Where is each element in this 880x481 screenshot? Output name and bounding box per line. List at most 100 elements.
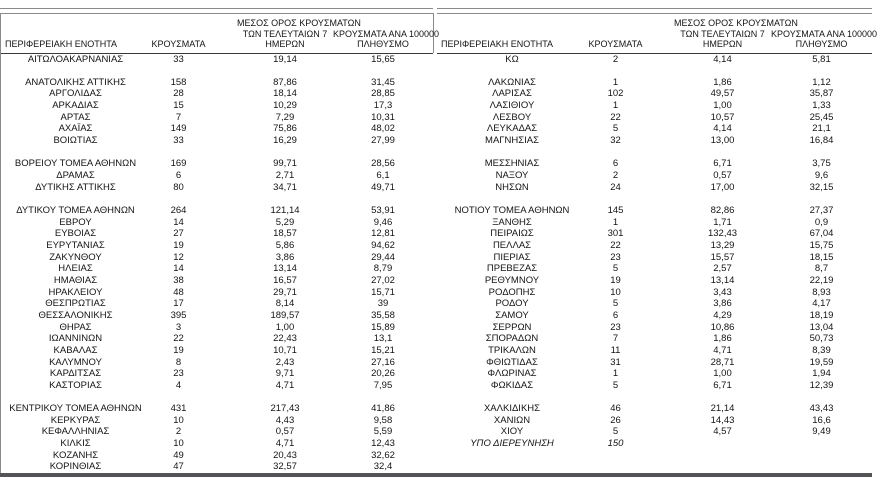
table-row: ΕΒΡΟΥ 14 5,29 9,46 bbox=[1, 217, 433, 229]
table-header-row: ΠΕΡΙΦΕΡΕΙΑΚΗ ΕΝΟΤΗΤΑ ΚΡΟΥΣΜΑΤΑ ΜΕΣΟΣ ΟΡΟ… bbox=[437, 8, 877, 54]
avg7-cell: 49,57 bbox=[710, 88, 735, 100]
table-row bbox=[437, 65, 872, 77]
per100k-cell bbox=[333, 65, 433, 77]
cases-cell: 32 bbox=[610, 135, 621, 147]
cases-cell: 150 bbox=[607, 438, 624, 450]
cases-cell: 1 bbox=[612, 216, 619, 228]
region-cell: ΞΑΝΘΗΣ bbox=[492, 216, 532, 228]
cases-cell: 31 bbox=[610, 356, 621, 368]
avg7-cell: 4,71 bbox=[713, 344, 732, 356]
region-cell: ΚΑΒΑΛΑΣ bbox=[53, 344, 98, 356]
avg7-cell: 4,14 bbox=[713, 53, 732, 65]
table-row: ΧΙΟΥ 5 4,57 9,49 bbox=[437, 426, 872, 438]
cases-cell bbox=[150, 65, 207, 77]
avg7-cell: 217,43 bbox=[270, 403, 300, 415]
region-cell: ΑΝΑΤΟΛΙΚΗΣ ΑΤΤΙΚΗΣ bbox=[25, 76, 126, 88]
avg7-cell: 34,71 bbox=[273, 181, 297, 193]
avg7-cell bbox=[644, 193, 771, 205]
table-row bbox=[437, 461, 872, 473]
table-row: ΘΗΡΑΣ 3 1,00 15,89 bbox=[1, 322, 433, 334]
per100k-cell bbox=[771, 450, 872, 462]
region-cell bbox=[437, 193, 587, 205]
avg7-cell: 3,86 bbox=[713, 298, 732, 310]
avg7-cell: 1,86 bbox=[713, 76, 732, 88]
table-row: ΑΡΤΑΣ 7 7,29 10,31 bbox=[1, 112, 433, 124]
avg7-cell: 132,43 bbox=[707, 228, 738, 240]
table-row: ΒΟΙΩΤΙΑΣ 33 16,29 27,99 bbox=[1, 135, 433, 147]
table-row: ΥΠΟ ΔΙΕΡΕΥΝΗΣΗ 150 bbox=[437, 438, 872, 450]
cases-cell: 102 bbox=[607, 88, 624, 100]
avg7-cell: 14,43 bbox=[710, 414, 735, 426]
region-cell: ΑΡΤΑΣ bbox=[60, 111, 91, 123]
per100k-cell: 32,4 bbox=[373, 461, 393, 473]
table-row: ΔΥΤΙΚΗΣ ΑΤΤΙΚΗΣ 80 34,71 49,71 bbox=[1, 182, 433, 194]
cases-cell: 2 bbox=[612, 170, 619, 182]
per100k-cell: 94,62 bbox=[371, 239, 395, 251]
region-cell: ΑΙΤΩΛΟΑΚΑΡΝΑΝΙΑΣ bbox=[27, 53, 124, 65]
table-row: ΚΕΝΤΡΙΚΟΥ ΤΟΜΕΑ ΑΘΗΝΩΝ 431 217,43 41,86 bbox=[1, 403, 433, 415]
avg7-cell: 13,14 bbox=[710, 274, 735, 286]
region-cell: ΛΑΣΙΘΙΟΥ bbox=[489, 100, 535, 112]
avg7-cell: 99,71 bbox=[273, 158, 297, 170]
bottom-rule bbox=[0, 473, 872, 477]
avg7-cell: 4,14 bbox=[713, 123, 732, 135]
per100k-cell: 32,15 bbox=[809, 181, 834, 193]
table-row: ΣΠΟΡΑΔΩΝ 7 1,86 50,73 bbox=[437, 333, 872, 345]
per100k-cell: 9,46 bbox=[373, 216, 393, 228]
avg7-cell: 16,29 bbox=[273, 135, 297, 147]
cases-cell: 33 bbox=[173, 135, 184, 147]
table-row bbox=[437, 391, 872, 403]
per100k-cell: 22,19 bbox=[809, 274, 834, 286]
avg7-cell bbox=[207, 65, 333, 77]
cases-cell: 33 bbox=[173, 53, 184, 65]
cases-cell: 158 bbox=[170, 76, 187, 88]
region-cell: ΛΑΚΩΝΙΑΣ bbox=[488, 76, 536, 88]
per100k-cell: 15,65 bbox=[371, 53, 395, 65]
cases-cell: 5 bbox=[612, 426, 619, 438]
avg7-cell: 4,43 bbox=[275, 414, 295, 426]
per100k-cell: 17,3 bbox=[373, 100, 393, 112]
per100k-cell: 15,89 bbox=[371, 321, 395, 333]
table-row: ΚΑΡΔΙΤΣΑΣ 23 9,71 20,26 bbox=[1, 368, 433, 380]
table-row: ΑΡΓΟΛΙΔΑΣ 28 18,14 28,85 bbox=[1, 88, 433, 100]
cases-cell: 38 bbox=[173, 274, 184, 286]
table-row: ΛΕΣΒΟΥ 22 10,57 25,45 bbox=[437, 112, 872, 124]
cases-cell bbox=[587, 65, 644, 77]
per100k-cell: 27,02 bbox=[371, 274, 395, 286]
table-row: ΠΡΕΒΕΖΑΣ 5 2,57 8,7 bbox=[437, 263, 872, 275]
cases-cell: 49 bbox=[173, 449, 184, 461]
per100k-cell bbox=[771, 391, 872, 403]
avg7-cell: 13,00 bbox=[710, 135, 735, 147]
per100k-cell: 18,19 bbox=[809, 309, 834, 321]
avg7-cell: 21,14 bbox=[710, 403, 735, 415]
avg7-cell: 10,57 bbox=[710, 111, 735, 123]
table-row: ΘΕΣΣΑΛΟΝΙΚΗΣ 395 189,57 35,58 bbox=[1, 310, 433, 322]
regions-table-right: ΠΕΡΙΦΕΡΕΙΑΚΗ ΕΝΟΤΗΤΑ ΚΡΟΥΣΜΑΤΑ ΜΕΣΟΣ ΟΡΟ… bbox=[437, 8, 877, 473]
table-row: ΚΟΡΙΝΘΙΑΣ 47 32,57 32,4 bbox=[1, 461, 433, 473]
per100k-cell: 15,75 bbox=[809, 239, 834, 251]
avg7-cell: 10,29 bbox=[273, 100, 297, 112]
cases-cell: 10 bbox=[173, 438, 184, 450]
avg7-cell: 5,86 bbox=[275, 239, 295, 251]
avg7-cell bbox=[644, 391, 771, 403]
per100k-cell: 15,71 bbox=[371, 286, 395, 298]
region-cell: ΖΑΚΥΝΘΟΥ bbox=[49, 251, 102, 263]
region-cell bbox=[437, 450, 587, 462]
region-cell: ΑΧΑΪΑΣ bbox=[58, 123, 93, 135]
column-header-per100k: ΚΡΟΥΣΜΑΤΑ ΑΝΑ 100000 ΠΛΗΘΥΣΜΟ bbox=[333, 8, 439, 54]
avg7-cell: 10,86 bbox=[710, 321, 735, 333]
avg7-cell: 7,29 bbox=[275, 111, 295, 123]
cases-cell: 80 bbox=[173, 181, 184, 193]
cases-cell: 23 bbox=[173, 368, 184, 380]
per100k-cell: 5,59 bbox=[373, 426, 393, 438]
per100k-cell: 8,7 bbox=[814, 263, 829, 275]
avg7-cell: 2,57 bbox=[713, 263, 732, 275]
per100k-cell: 9,49 bbox=[812, 426, 831, 438]
cases-cell: 145 bbox=[607, 204, 624, 216]
per100k-cell: 4,17 bbox=[812, 298, 831, 310]
per100k-cell: 8,93 bbox=[812, 286, 831, 298]
table-row: ΛΑΡΙΣΑΣ 102 49,57 35,87 bbox=[437, 88, 872, 100]
avg7-cell bbox=[644, 147, 771, 159]
cases-cell bbox=[587, 450, 644, 462]
